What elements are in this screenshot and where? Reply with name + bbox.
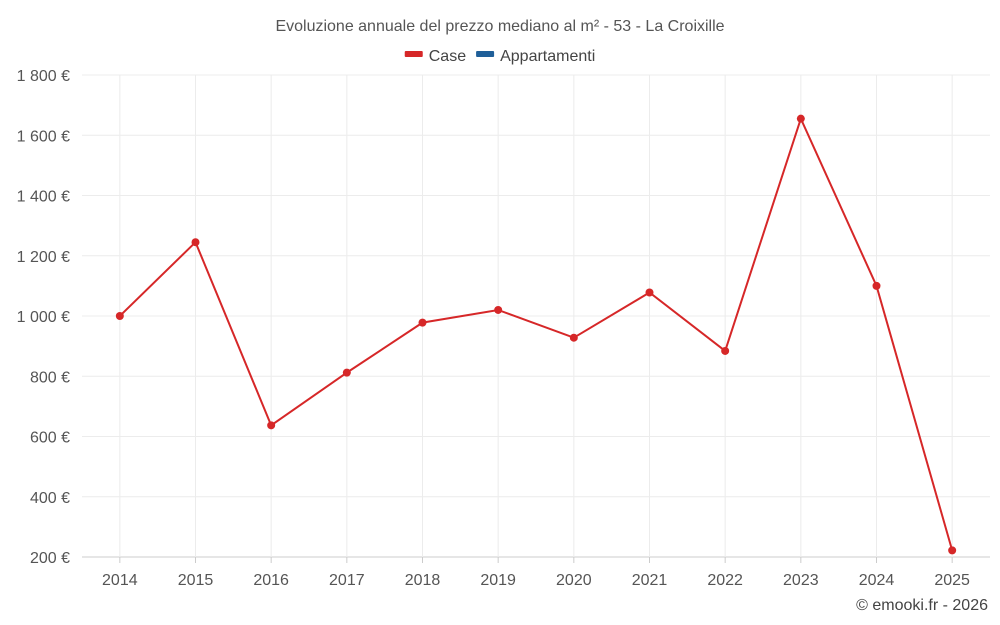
data-point[interactable] <box>796 114 805 123</box>
legend-swatch <box>404 51 423 57</box>
y-tick-label: 1 600 € <box>17 128 70 145</box>
x-tick-label: 2018 <box>405 572 441 589</box>
y-tick-label: 400 € <box>30 490 70 507</box>
x-tick-label: 2016 <box>253 572 289 589</box>
y-tick-label: 1 000 € <box>17 309 70 326</box>
y-tick-label: 1 800 € <box>17 68 70 85</box>
data-point[interactable] <box>191 238 200 247</box>
credit-text: © emooki.fr - 2026 <box>856 597 988 614</box>
y-axis-ticks: 200 € 400 € 600 € 800 € 1 000 € 1 200 € 1 400 … <box>17 68 70 567</box>
x-tick-label: 2019 <box>480 572 516 589</box>
x-tick-label: 2015 <box>178 572 214 589</box>
x-tick-label: 2020 <box>556 572 592 589</box>
y-tick-label: 1 400 € <box>17 189 70 206</box>
data-point[interactable] <box>948 546 957 555</box>
x-tick-label: 2025 <box>934 572 970 589</box>
x-axis-ticks: 2014 2015 2016 2017 2018 2019 2020 2021 2022 2023… <box>102 572 970 589</box>
grid <box>82 74 990 563</box>
data-point[interactable] <box>569 333 578 342</box>
series-line-case <box>119 115 954 551</box>
data-point[interactable] <box>267 421 276 430</box>
data-point[interactable] <box>645 288 654 297</box>
data-point[interactable] <box>418 318 427 327</box>
y-tick-label: 200 € <box>30 550 70 567</box>
legend: Case Appartamenti <box>404 48 595 65</box>
chart-title: Evoluzione annuale del prezzo mediano al… <box>275 18 724 35</box>
y-tick-label: 1 200 € <box>17 249 70 266</box>
data-point[interactable] <box>721 346 730 355</box>
legend-label: Appartamenti <box>500 48 595 65</box>
legend-label: Case <box>429 48 466 65</box>
legend-item-case[interactable]: Case <box>404 48 466 65</box>
y-tick-label: 800 € <box>30 369 70 386</box>
data-point[interactable] <box>494 305 503 314</box>
data-point[interactable] <box>872 281 881 290</box>
x-tick-label: 2023 <box>783 572 819 589</box>
x-tick-label: 2021 <box>632 572 668 589</box>
legend-item-appartamenti[interactable]: Appartamenti <box>476 48 595 65</box>
data-point[interactable] <box>115 312 124 320</box>
legend-swatch <box>476 51 495 57</box>
x-tick-label: 2017 <box>329 572 365 589</box>
x-tick-label: 2014 <box>102 572 138 589</box>
x-tick-label: 2022 <box>707 572 743 589</box>
data-point[interactable] <box>342 368 351 377</box>
y-tick-label: 600 € <box>30 430 70 447</box>
x-tick-label: 2024 <box>859 572 895 589</box>
series-layer <box>115 114 957 555</box>
